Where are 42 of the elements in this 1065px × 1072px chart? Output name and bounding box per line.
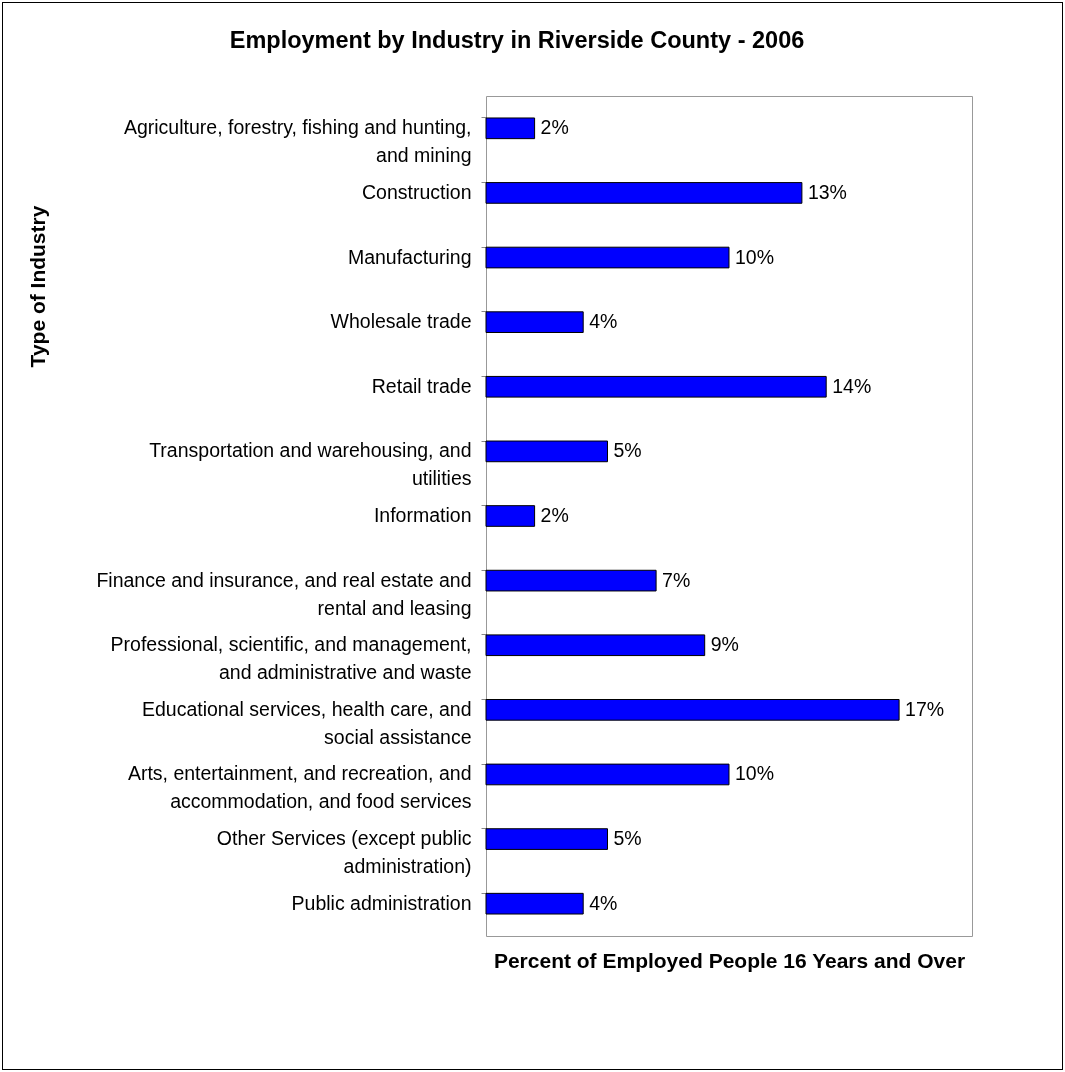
- y-tick-label: Wholesale trade: [330, 310, 472, 333]
- chart-title: Employment by Industry in Riverside County - 2006: [229, 26, 805, 53]
- data-label: 17%: [905, 697, 945, 720]
- data-label: 13%: [807, 180, 847, 203]
- bar: [485, 375, 827, 398]
- y-tick-label: Agriculture, forestry, fishing and hunting, and mining: [123, 116, 472, 167]
- data-label: 2%: [540, 504, 569, 526]
- y-axis-title: Type of Industry: [25, 205, 49, 368]
- data-label: 10%: [735, 762, 775, 785]
- data-label: 2%: [540, 116, 569, 139]
- bar: [485, 440, 608, 463]
- data-label: 14%: [832, 374, 872, 397]
- x-axis-title: Percent of Employed People 16 Years and Over: [493, 948, 966, 972]
- y-tick-label: Construction: [362, 180, 472, 203]
- bar: [485, 117, 536, 140]
- y-tick-label: Educational services, health care, and social assistance: [141, 697, 472, 748]
- data-label: 5%: [613, 827, 642, 850]
- data-label: 10%: [735, 245, 775, 268]
- bar: [485, 569, 657, 592]
- bar: [485, 763, 730, 786]
- y-tick-label: Transportation and warehousing, and utilities: [149, 439, 472, 490]
- y-tick-label: Other Services (except public administration): [216, 827, 472, 878]
- data-label: 4%: [589, 891, 618, 914]
- bar: [485, 182, 803, 204]
- data-label: 7%: [662, 568, 691, 591]
- bar: [485, 892, 584, 915]
- bar: [485, 246, 730, 269]
- data-label: 5%: [613, 439, 642, 462]
- data-label: 9%: [710, 633, 739, 656]
- y-tick-label: Manufacturing: [347, 245, 472, 268]
- y-tick-label: Professional, scientific, and management, and administrative and waste: [110, 633, 472, 684]
- y-tick-label: Finance and insurance, and real estate and rental and leasing: [96, 568, 472, 619]
- bar: [485, 311, 584, 333]
- bar: [485, 634, 706, 657]
- bar: [485, 699, 900, 721]
- bar: [485, 505, 536, 527]
- y-tick-label: Arts, entertainment, and recreation, and accommodation, and food services: [127, 762, 472, 813]
- y-tick-label: Public administration: [291, 891, 472, 914]
- data-label: 4%: [589, 310, 618, 333]
- y-tick-label: Retail trade: [371, 374, 472, 397]
- y-tick-label: Information: [373, 504, 472, 526]
- bar: [485, 828, 608, 850]
